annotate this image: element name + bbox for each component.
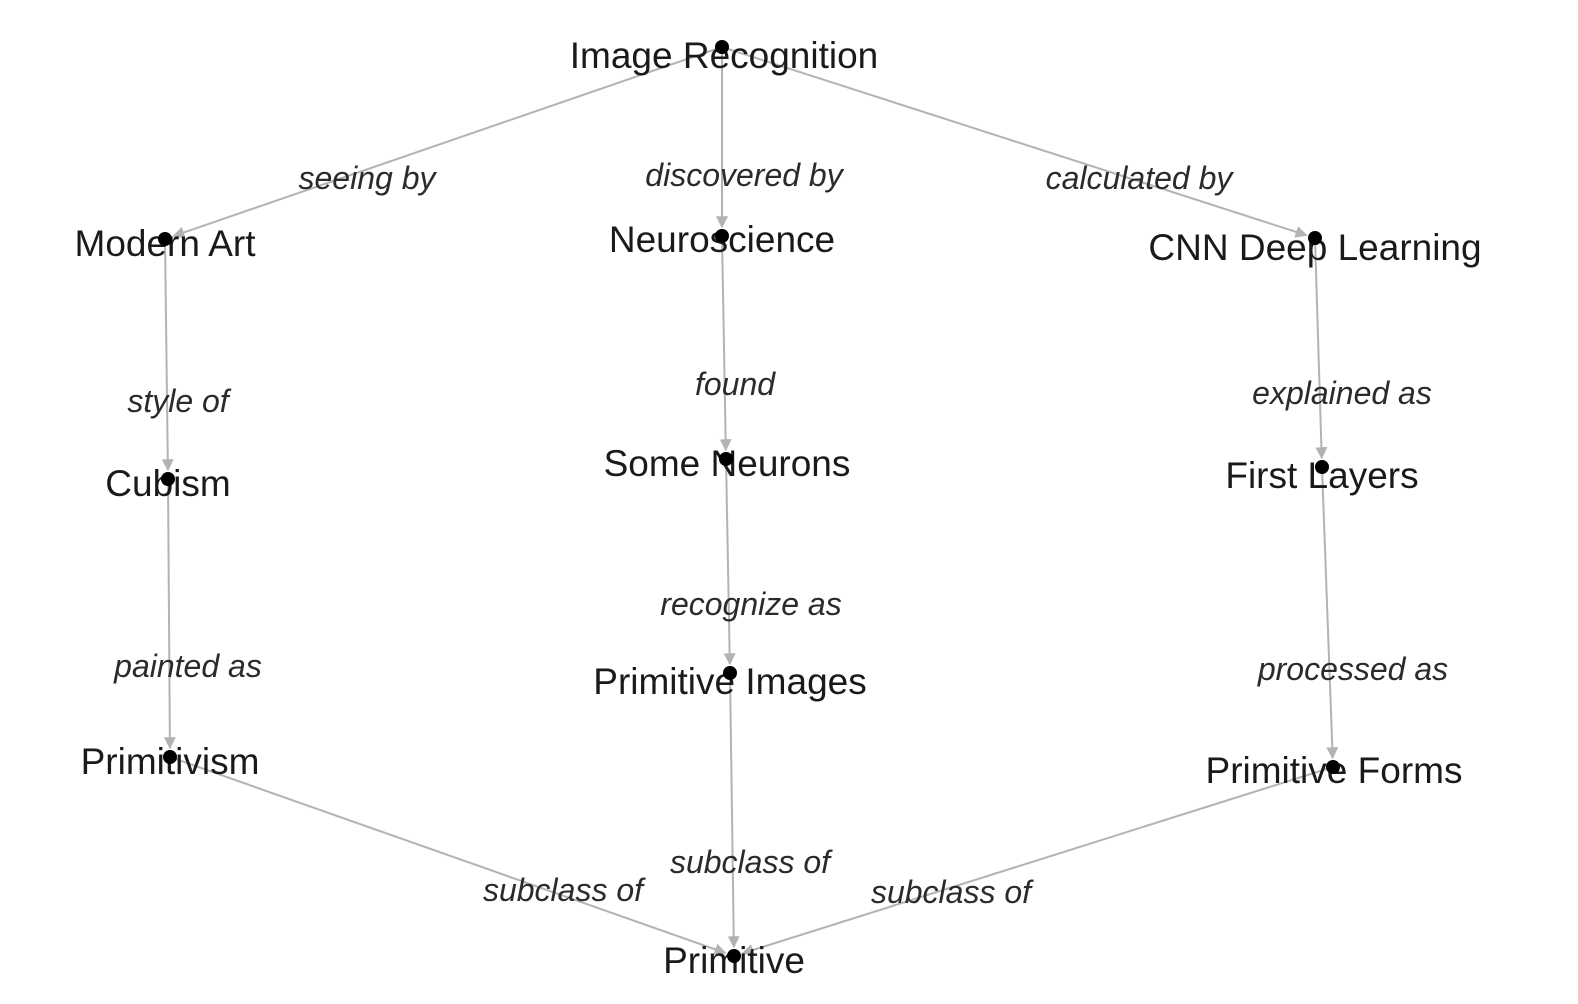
edge-label-modern-art-to-cubism: style of [127, 383, 231, 419]
edge-label-some-neurons-to-primitive-images: recognize as [660, 586, 841, 622]
edge-image-recognition-to-modern-art [172, 46, 723, 239]
node-dots-layer [158, 40, 1340, 963]
edge-first-layers-to-primitive-forms [1321, 466, 1339, 760]
node-modern-art[interactable] [158, 232, 172, 246]
edges-layer [161, 46, 1339, 956]
edge-cubism-to-primitivism [163, 478, 176, 750]
edge-label-primitive-forms-to-primitive: subclass of [871, 874, 1034, 910]
node-cubism[interactable] [161, 472, 175, 486]
edge-label-primitive-images-to-primitive: subclass of [670, 844, 833, 880]
edge-primitive-forms-to-primitive [741, 766, 1334, 956]
edge-label-neuroscience-to-some-neurons: found [695, 366, 776, 402]
edge-label-image-recognition-to-cnn-deep-learning: calculated by [1046, 160, 1235, 196]
node-image-recognition[interactable] [715, 40, 729, 54]
edge-some-neurons-to-primitive-images [723, 458, 736, 666]
node-some-neurons[interactable] [719, 452, 733, 466]
edge-primitive-images-to-primitive [727, 672, 740, 949]
edge-label-image-recognition-to-modern-art: seeing by [299, 160, 438, 196]
edge-label-cnn-deep-learning-to-first-layers: explained as [1252, 375, 1432, 411]
edge-neuroscience-to-some-neurons [719, 235, 732, 452]
edge-modern-art-to-cubism [161, 238, 174, 472]
node-primitivism[interactable] [163, 750, 177, 764]
edge-label-image-recognition-to-neuroscience: discovered by [645, 157, 844, 193]
node-primitive[interactable] [727, 949, 741, 963]
edge-labels-layer: seeing by discovered by calculated by style… [113, 157, 1448, 910]
node-primitive-forms[interactable] [1326, 760, 1340, 774]
node-cnn-deep-learning[interactable] [1308, 231, 1322, 245]
edge-image-recognition-to-cnn-deep-learning [721, 46, 1308, 238]
node-first-layers[interactable] [1315, 460, 1329, 474]
edge-cnn-deep-learning-to-first-layers [1314, 237, 1328, 460]
edge-primitivism-to-primitive [169, 756, 727, 956]
edge-label-first-layers-to-primitive-forms: processed as [1257, 651, 1448, 687]
edge-label-cubism-to-primitivism: painted as [113, 648, 262, 684]
edge-label-primitivism-to-primitive: subclass of [483, 872, 646, 908]
node-neuroscience[interactable] [715, 229, 729, 243]
node-primitive-images[interactable] [723, 666, 737, 680]
